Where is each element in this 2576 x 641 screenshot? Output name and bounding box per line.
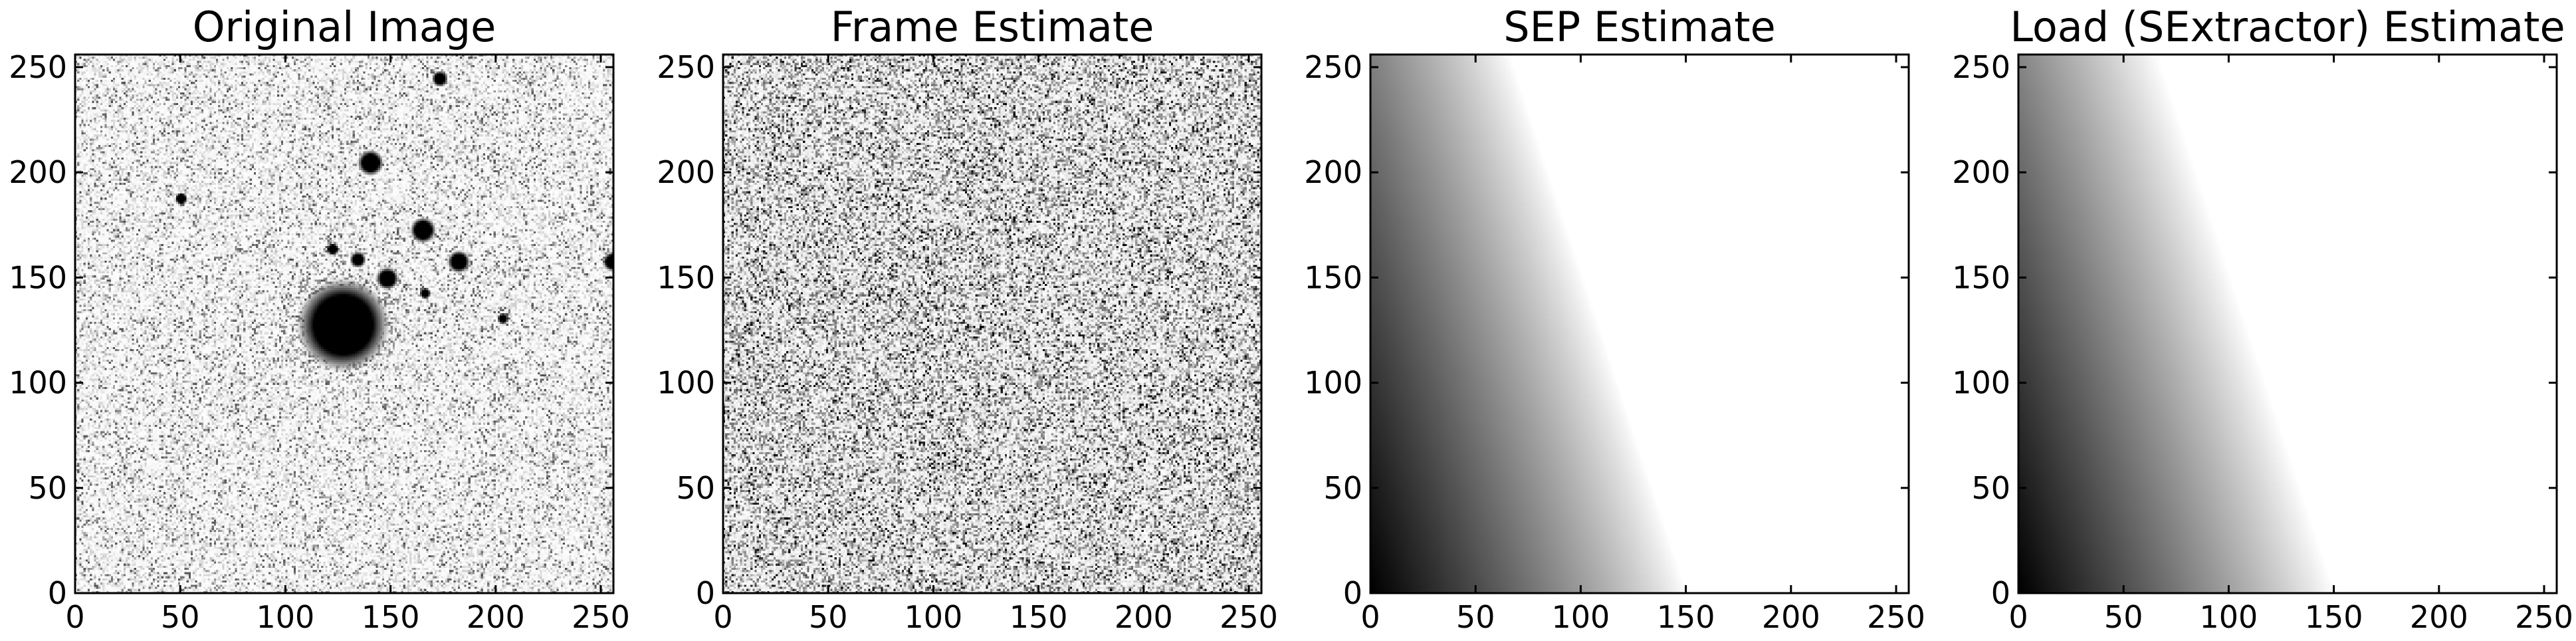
x-tick-label: 250 [2515,599,2573,635]
axes-frame [722,53,1263,594]
x-tick-label: 100 [1552,599,1610,635]
y-tick-label: 50 [28,470,67,506]
panel-image [723,55,1261,593]
x-tick-label: 100 [2200,599,2258,635]
x-tick-label: 100 [257,599,315,635]
x-tick-label: 150 [362,599,420,635]
x-tick-label: 250 [1220,599,1278,635]
y-tick-label: 0 [1343,575,1362,611]
axes-frame [1369,53,1910,594]
y-tick-label: 0 [48,575,67,611]
y-tick-label: 0 [696,575,715,611]
y-tick-label: 200 [1304,154,1362,190]
y-tick-label: 150 [657,259,715,295]
y-tick-label: 200 [1952,154,2010,190]
y-tick-label: 100 [1952,365,2010,401]
y-tick-label: 250 [9,49,67,85]
x-tick-label: 250 [572,599,630,635]
y-tick-label: 100 [657,365,715,401]
panel-image [75,55,613,593]
panel-4: Load (SExtractor) Estimate 0 50 100 150 200 25… [1952,3,2573,635]
y-tick-label: 250 [1952,49,2010,85]
y-tick-label: 200 [657,154,715,190]
y-tick-label: 150 [1304,259,1362,295]
x-tick-label: 0 [713,599,732,635]
panel-title: Frame Estimate [831,3,1154,51]
panel-title: Original Image [193,3,496,51]
x-tick-label: 0 [65,599,84,635]
x-tick-label: 0 [1360,599,1380,635]
y-tick-label: 50 [1971,470,2010,506]
x-tick-label: 250 [1867,599,1925,635]
y-tick-label: 50 [676,470,715,506]
y-tick-label: 100 [1304,365,1362,401]
axes-frame [2017,53,2558,594]
y-tick-label: 250 [657,49,715,85]
y-tick-label: 200 [9,154,67,190]
x-tick-label: 150 [2305,599,2363,635]
x-tick-label: 50 [809,599,848,635]
y-tick-label: 50 [1323,470,1362,506]
x-tick-label: 0 [2008,599,2028,635]
x-tick-label: 200 [467,599,525,635]
x-tick-label: 50 [161,599,200,635]
panel-2: Frame Estimate 0 50 100 150 200 250 0 50 100 150 20… [657,3,1278,635]
panel-3: SEP Estimate 0 50 100 150 200 250 0 50 100 150 200 2… [1304,3,1925,635]
panel-image [2018,55,2557,593]
x-tick-label: 200 [1115,599,1173,635]
y-tick-label: 150 [9,259,67,295]
panel-title: SEP Estimate [1503,3,1775,51]
x-tick-label: 150 [1657,599,1715,635]
panel-image [1370,55,1909,593]
panel-1: Original Image 0 50 100 150 200 250 0 50 100 150 20… [9,3,630,635]
x-tick-label: 150 [1010,599,1068,635]
axes-frame [74,53,615,594]
x-tick-label: 200 [2410,599,2468,635]
y-tick-label: 100 [9,365,67,401]
y-tick-label: 250 [1304,49,1362,85]
y-tick-label: 150 [1952,259,2010,295]
panel-title: Load (SExtractor) Estimate [2010,3,2565,51]
x-tick-label: 200 [1762,599,1820,635]
y-tick-label: 0 [1991,575,2010,611]
x-tick-label: 50 [2104,599,2143,635]
x-tick-label: 100 [905,599,963,635]
x-tick-label: 50 [1456,599,1495,635]
